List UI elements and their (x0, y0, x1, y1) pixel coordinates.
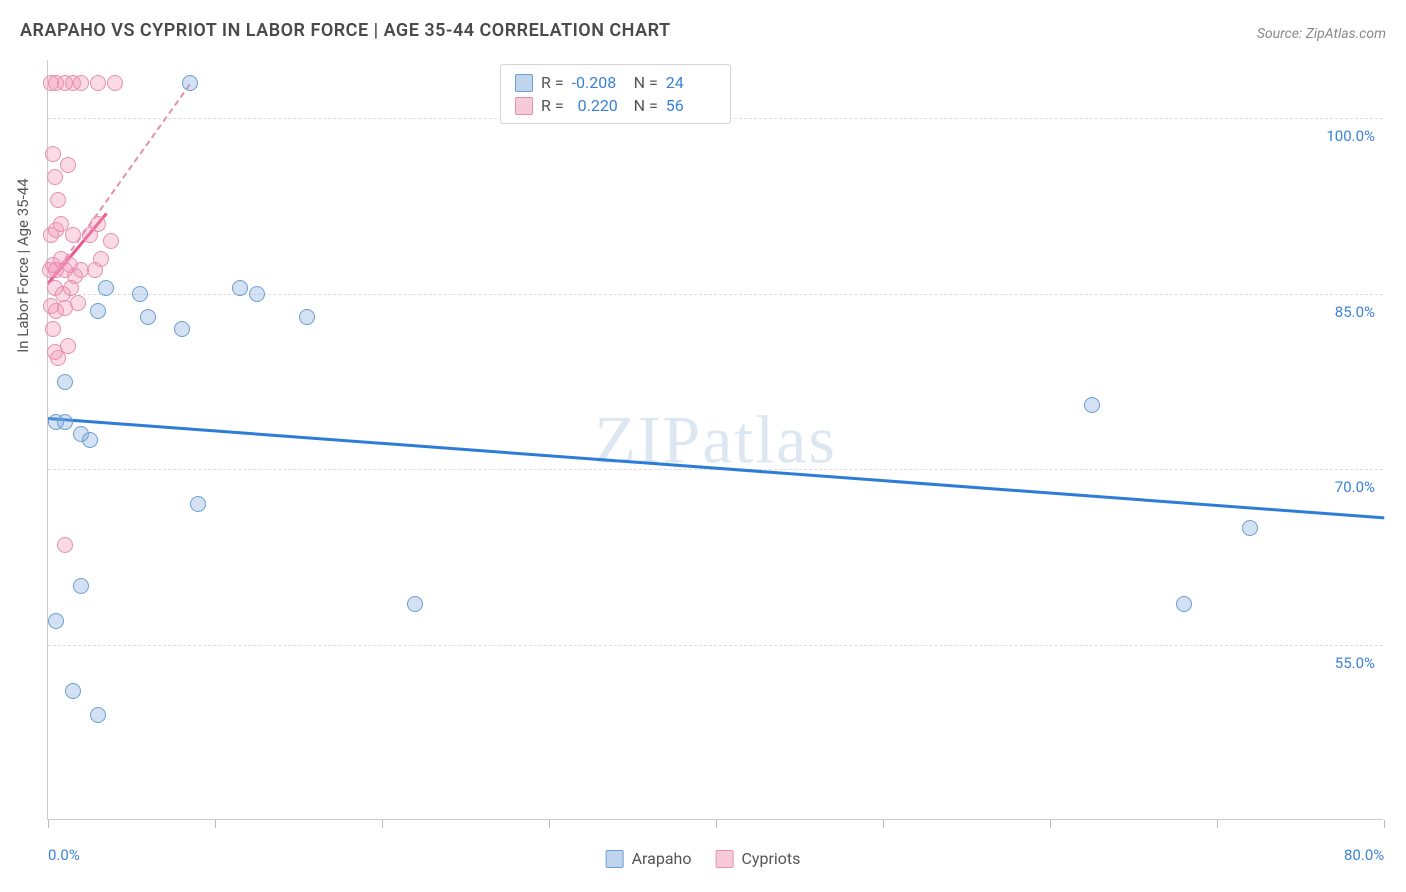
data-point[interactable] (90, 303, 106, 319)
legend-item-arapaho[interactable]: Arapaho (606, 849, 692, 868)
data-point[interactable] (232, 280, 248, 296)
stat-r-cypriots: 0.220 (572, 96, 622, 115)
data-point[interactable] (103, 233, 119, 249)
data-point[interactable] (65, 683, 81, 699)
y-tick-label: 85.0% (1335, 303, 1375, 321)
stat-n-cypriots: 56 (666, 96, 716, 115)
data-point[interactable] (249, 286, 265, 302)
x-tick (1217, 820, 1218, 828)
stats-legend: R = -0.208 N = 24 R = 0.220 N = 56 (500, 64, 731, 124)
data-point[interactable] (63, 280, 79, 296)
data-point[interactable] (190, 496, 206, 512)
source-label: Source: ZipAtlas.com (1257, 26, 1386, 42)
chart-title: ARAPAHO VS CYPRIOT IN LABOR FORCE | AGE … (20, 20, 671, 41)
data-point[interactable] (132, 286, 148, 302)
x-tick-label: 0.0% (48, 846, 80, 864)
x-tick (716, 820, 717, 828)
data-point[interactable] (1084, 397, 1100, 413)
y-axis-label: In Labor Force | Age 35-44 (14, 178, 32, 352)
stat-n-label: N = (630, 96, 658, 115)
x-tick (549, 820, 550, 828)
swatch-pink (515, 97, 533, 115)
data-point[interactable] (90, 707, 106, 723)
plot-area: ZIPatlas 55.0%70.0%85.0%100.0%0.0%80.0% (47, 60, 1383, 820)
data-point[interactable] (299, 309, 315, 325)
data-point[interactable] (70, 295, 86, 311)
x-tick (382, 820, 383, 828)
stats-row-cypriots: R = 0.220 N = 56 (515, 94, 716, 117)
data-point[interactable] (60, 157, 76, 173)
x-tick (883, 820, 884, 828)
data-point[interactable] (407, 596, 423, 612)
data-point[interactable] (60, 338, 76, 354)
data-point[interactable] (57, 374, 73, 390)
data-point[interactable] (98, 280, 114, 296)
data-point[interactable] (1176, 596, 1192, 612)
regression-line (48, 417, 1384, 519)
regression-line (47, 84, 191, 284)
data-point[interactable] (140, 309, 156, 325)
swatch-blue-icon (606, 850, 624, 868)
stat-r-arapaho: -0.208 (572, 73, 622, 92)
gridline-h (48, 645, 1383, 646)
data-point[interactable] (57, 537, 73, 553)
bottom-legend: Arapaho Cypriots (606, 849, 801, 868)
swatch-blue (515, 74, 533, 92)
stats-row-arapaho: R = -0.208 N = 24 (515, 71, 716, 94)
data-point[interactable] (50, 192, 66, 208)
data-point[interactable] (45, 146, 61, 162)
y-tick-label: 55.0% (1335, 654, 1375, 672)
y-tick-label: 70.0% (1335, 478, 1375, 496)
legend-label-arapaho: Arapaho (632, 849, 692, 868)
data-point[interactable] (90, 75, 106, 91)
data-point[interactable] (93, 251, 109, 267)
data-point[interactable] (45, 321, 61, 337)
data-point[interactable] (1242, 520, 1258, 536)
data-point[interactable] (73, 75, 89, 91)
x-tick (215, 820, 216, 828)
stat-r-label: R = (541, 96, 564, 115)
x-tick-label: 80.0% (1344, 846, 1384, 864)
gridline-h (48, 469, 1383, 470)
legend-label-cypriots: Cypriots (741, 849, 800, 868)
data-point[interactable] (57, 414, 73, 430)
data-point[interactable] (47, 169, 63, 185)
x-tick (1384, 820, 1385, 828)
x-tick (48, 820, 49, 828)
data-point[interactable] (82, 432, 98, 448)
data-point[interactable] (48, 613, 64, 629)
x-tick (1050, 820, 1051, 828)
stat-n-arapaho: 24 (666, 73, 716, 92)
stat-r-label: R = (541, 73, 564, 92)
y-tick-label: 100.0% (1326, 127, 1375, 145)
data-point[interactable] (174, 321, 190, 337)
data-point[interactable] (65, 227, 81, 243)
data-point[interactable] (73, 578, 89, 594)
legend-item-cypriots[interactable]: Cypriots (715, 849, 800, 868)
swatch-pink-icon (715, 850, 733, 868)
data-point[interactable] (182, 75, 198, 91)
data-point[interactable] (107, 75, 123, 91)
data-point[interactable] (90, 216, 106, 232)
stat-n-label: N = (630, 73, 658, 92)
